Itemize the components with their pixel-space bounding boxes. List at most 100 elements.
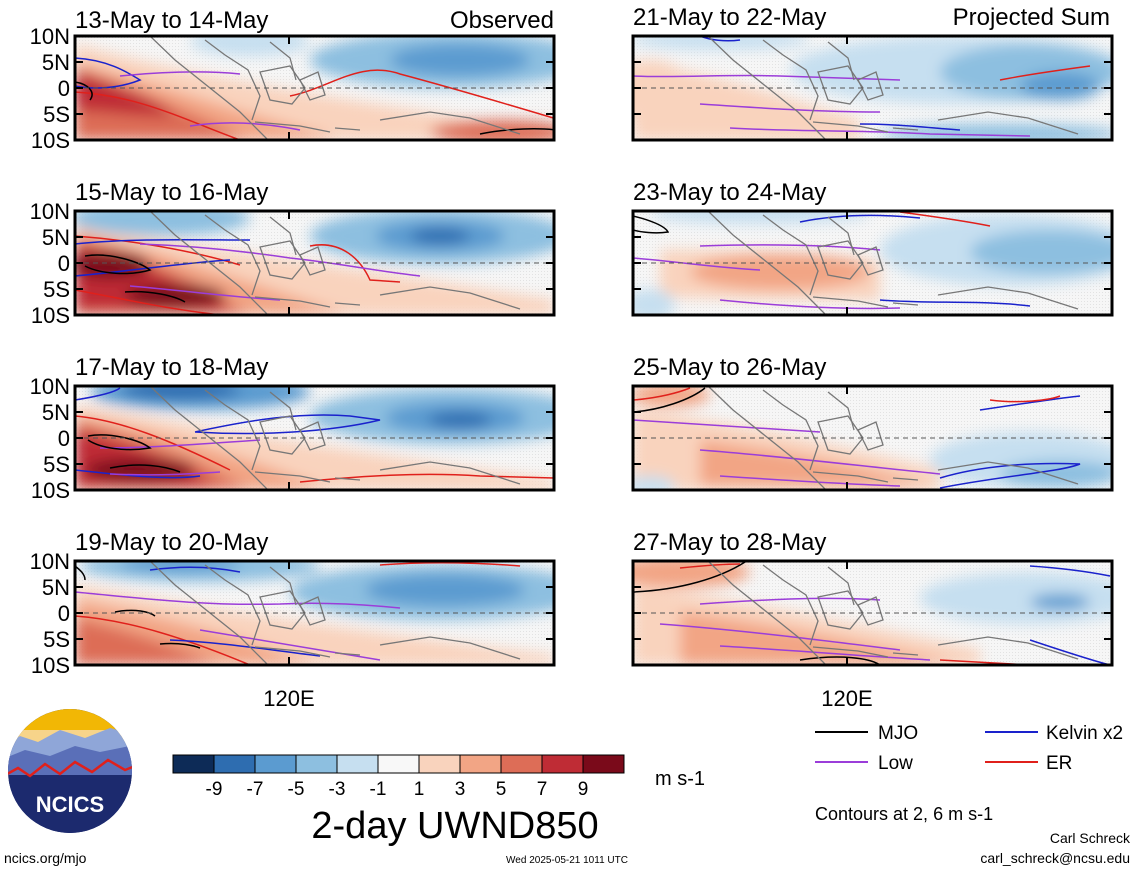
y-ticks xyxy=(75,35,554,141)
ytick-label: 0 xyxy=(58,76,70,101)
wind-field xyxy=(75,386,554,490)
colorbar-swatch xyxy=(172,754,215,774)
variable-title: 2-day UWND850 xyxy=(311,805,598,847)
wind-field xyxy=(75,36,554,140)
wind-field xyxy=(75,211,554,315)
timestamp: Wed 2025-05-21 1011 UTC xyxy=(506,855,628,866)
logo-text: NCICS xyxy=(36,792,104,817)
y-ticks xyxy=(633,560,1112,666)
xtick-label-left: 120E xyxy=(263,686,314,711)
panel-title: 13-May to 14-May xyxy=(75,7,268,34)
colorbar-swatch xyxy=(377,754,420,774)
coastline xyxy=(707,386,1079,490)
ytick-label: 10N xyxy=(30,199,70,224)
ytick-label: 0 xyxy=(58,251,70,276)
units-label: m s-1 xyxy=(655,768,705,790)
ytick-label: 10S xyxy=(31,478,70,503)
panel-tag: Projected Sum xyxy=(953,4,1110,31)
colorbar-tick-label: -3 xyxy=(329,779,346,800)
panel-title: 17-May to 18-May xyxy=(75,354,268,381)
ytick-label: 10S xyxy=(31,128,70,153)
legend-item-low: Low xyxy=(815,753,913,774)
coastline xyxy=(707,211,1079,315)
colorbar-swatch xyxy=(541,754,584,774)
author-email[interactable]: carl_schreck@ncsu.edu xyxy=(980,850,1130,866)
ytick-label: 0 xyxy=(58,426,70,451)
y-tick-labels: 10N 5N 0 5S 10S xyxy=(30,374,70,503)
contours xyxy=(633,387,1081,489)
legend-label: Low xyxy=(878,753,913,774)
y-ticks xyxy=(633,35,1112,141)
colorbar-swatch xyxy=(336,754,379,774)
panel-3: 17-May to 18-May xyxy=(30,354,556,503)
colorbar-tick-label: 5 xyxy=(496,779,507,800)
ytick-label: 5N xyxy=(42,575,70,600)
legend-item-er: ER xyxy=(985,753,1072,774)
ytick-label: 5N xyxy=(42,225,70,250)
y-ticks xyxy=(75,385,554,491)
colorbar-tick-label: -9 xyxy=(206,779,223,800)
panel-title: 15-May to 16-May xyxy=(75,179,268,206)
wind-field xyxy=(75,561,554,665)
site-link[interactable]: ncics.org/mjo xyxy=(4,850,87,866)
ytick-label: 10S xyxy=(31,303,70,328)
ytick-label: 5N xyxy=(42,400,70,425)
panel-title: 19-May to 20-May xyxy=(75,529,268,556)
xtick-label-right: 120E xyxy=(821,686,872,711)
colorbar-swatch xyxy=(295,754,338,774)
colorbar-swatch xyxy=(459,754,502,774)
ytick-label: 5S xyxy=(43,452,70,477)
legend-label: MJO xyxy=(878,723,918,744)
ytick-label: 10N xyxy=(30,549,70,574)
panel-title: 27-May to 28-May xyxy=(633,529,826,556)
colorbar-tick-label: 9 xyxy=(578,779,589,800)
y-ticks xyxy=(633,385,1112,491)
ytick-label: 0 xyxy=(58,601,70,626)
contours xyxy=(633,36,1091,137)
colorbar-tick-label: -7 xyxy=(247,779,264,800)
colorbar-tick-label: 7 xyxy=(537,779,548,800)
author-name: Carl Schreck xyxy=(1050,830,1131,846)
colorbar-swatch xyxy=(582,754,625,774)
legend-label: ER xyxy=(1046,753,1072,774)
ytick-label: 10N xyxy=(30,24,70,49)
y-ticks xyxy=(75,210,554,316)
colorbar-tick-label: 3 xyxy=(455,779,466,800)
panel-1: 13-May to 14-May Observed xyxy=(30,7,556,153)
colorbar-swatch xyxy=(500,754,543,774)
colorbar: -9 -7 -5 -3 -1 1 3 5 7 9 xyxy=(172,754,625,800)
panel-tag: Observed xyxy=(450,7,554,34)
colorbar-tick-label: -5 xyxy=(288,779,305,800)
contours xyxy=(75,387,554,483)
ytick-label: 10S xyxy=(31,653,70,678)
panel-title: 23-May to 24-May xyxy=(633,179,826,206)
ytick-label: 5S xyxy=(43,102,70,127)
panel-4: 19-May to 20-May xyxy=(30,529,556,678)
panel-7: 25-May to 26-May xyxy=(631,354,1114,492)
colorbar-tick-label: 1 xyxy=(414,779,425,800)
legend-item-kelvin: Kelvin x2 xyxy=(985,723,1123,744)
y-tick-labels: 10N 5N 0 5S 10S xyxy=(30,199,70,328)
y-tick-labels: 10N 5N 0 5S 10S xyxy=(30,24,70,153)
y-ticks xyxy=(633,210,1112,316)
panel-8: 27-May to 28-May xyxy=(631,529,1114,667)
y-tick-labels: 10N 5N 0 5S 10S xyxy=(30,549,70,678)
panel-title: 25-May to 26-May xyxy=(633,354,826,381)
panel-5: 21-May to 22-May Projected Sum xyxy=(631,4,1114,142)
colorbar-swatch xyxy=(254,754,297,774)
contours xyxy=(633,211,1031,310)
panel-6: 23-May to 24-May xyxy=(631,179,1114,317)
panel-title: 21-May to 22-May xyxy=(633,4,826,31)
legend-item-mjo: MJO xyxy=(815,723,918,744)
colorbar-swatch xyxy=(213,754,256,774)
y-ticks xyxy=(75,560,554,666)
legend: MJO Kelvin x2 Low ER xyxy=(815,723,1123,774)
contours xyxy=(75,57,554,140)
ytick-label: 5S xyxy=(43,277,70,302)
ncics-logo: NCICS xyxy=(8,709,132,833)
ytick-label: 5N xyxy=(42,50,70,75)
colorbar-swatch xyxy=(418,754,461,774)
legend-label: Kelvin x2 xyxy=(1046,723,1123,744)
wind-field xyxy=(633,36,1112,140)
